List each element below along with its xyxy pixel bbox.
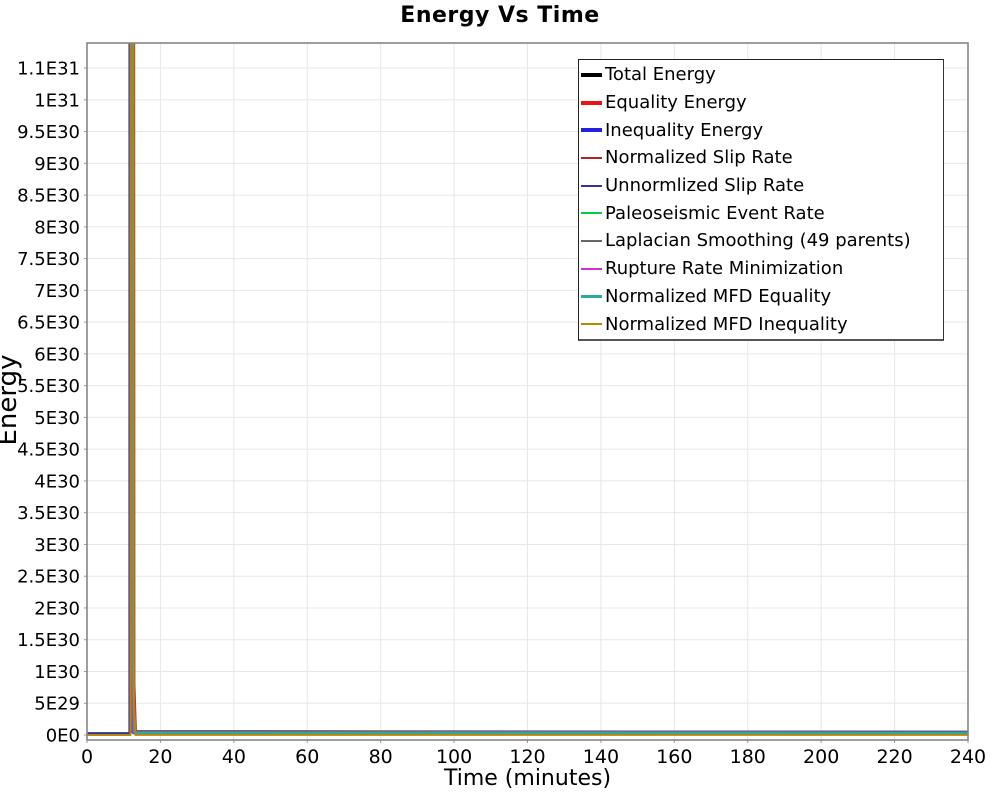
y-tick-label: 4.5E30 (17, 440, 80, 461)
legend-line-swatch-icon (581, 100, 602, 105)
legend-line-swatch-icon (581, 239, 602, 242)
legend-item-label: Normalized Slip Rate (605, 147, 793, 169)
legend-line-swatch-icon (581, 184, 602, 187)
legend-item-label: Normalized MFD Equality (605, 285, 832, 307)
legend: Total Energy Equality Energy Inequality En… (578, 59, 944, 341)
legend-line-swatch-icon (581, 72, 602, 77)
legend-line-swatch-icon (581, 323, 602, 326)
legend-item: Total Energy (581, 61, 943, 89)
x-axis-label: Time (minutes) (443, 766, 612, 791)
legend-item: Inequality Energy (581, 116, 943, 144)
y-tick-label: 4E30 (34, 471, 80, 492)
legend-item-label: Normalized MFD Inequality (605, 313, 848, 335)
x-tick-label: 100 (436, 746, 472, 768)
series-line (87, 43, 968, 736)
y-tick-label: 5E30 (34, 408, 80, 429)
y-tick-label: 2.5E30 (17, 567, 80, 588)
x-tick-label: 20 (148, 746, 172, 768)
legend-item: Normalized MFD Equality (581, 283, 943, 311)
axis-ticks (84, 67, 969, 743)
legend-line-swatch-icon (581, 212, 602, 215)
x-tick-label: 240 (950, 746, 986, 768)
y-tick-label: 1E31 (34, 90, 80, 111)
y-tick-label: 3E30 (34, 535, 80, 556)
chart-title: Energy Vs Time (400, 3, 600, 28)
legend-item-label: Laplacian Smoothing (49 parents) (605, 230, 911, 252)
legend-item-label: Paleoseismic Event Rate (605, 202, 825, 224)
legend-item-label: Equality Energy (605, 92, 747, 114)
x-tick-label: 220 (876, 746, 912, 768)
y-tick-label: 7E30 (34, 281, 80, 302)
legend-line-swatch-icon (581, 294, 602, 298)
legend-item-label: Inequality Energy (605, 119, 764, 141)
y-tick-label: 5E29 (34, 694, 80, 715)
legend-item-label: Total Energy (605, 64, 716, 86)
x-tick-label: 120 (509, 746, 545, 768)
y-tick-label: 6.5E30 (17, 313, 80, 334)
legend-item: Normalized MFD Inequality (581, 310, 943, 338)
x-tick-label: 80 (369, 746, 393, 768)
legend-item-label: Unnormlized Slip Rate (605, 175, 805, 197)
x-tick-label: 180 (730, 746, 766, 768)
legend-item: Normalized Slip Rate (581, 144, 943, 172)
y-axis-label: Energy (0, 354, 23, 446)
y-tick-label: 8E30 (34, 217, 80, 238)
legend-item: Rupture Rate Minimization (581, 255, 943, 283)
y-tick-label: 1.5E30 (17, 630, 80, 651)
legend-item: Paleoseismic Event Rate (581, 199, 943, 227)
plot-border (86, 42, 969, 741)
series-lines (87, 43, 968, 736)
x-tick-label: 0 (81, 746, 93, 768)
x-tick-label: 160 (656, 746, 692, 768)
legend-line-swatch-icon (581, 128, 602, 133)
legend-item-label: Rupture Rate Minimization (605, 258, 844, 280)
y-tick-label: 1E30 (34, 662, 80, 683)
x-tick-label: 40 (222, 746, 246, 768)
x-tick-labels: 0 20 40 60 80 100 120 140 160 180 200 220 240 (81, 746, 986, 768)
y-tick-label: 9.5E30 (17, 122, 80, 143)
y-tick-label: 9E30 (34, 154, 80, 175)
y-tick-label: 1.1E31 (17, 59, 80, 80)
y-tick-label: 6E30 (34, 344, 80, 365)
legend-item: Unnormlized Slip Rate (581, 172, 943, 200)
legend-item: Laplacian Smoothing (49 parents) (581, 227, 943, 255)
legend-item: Equality Energy (581, 89, 943, 117)
x-tick-label: 60 (295, 746, 319, 768)
x-tick-label: 200 (803, 746, 839, 768)
y-tick-label: 0E0 (46, 726, 80, 747)
y-tick-label: 2E30 (34, 598, 80, 619)
y-tick-labels: 0E0 5E29 1E30 1.5E30 2E30 2.5E30 3E30 3.5E30 4E3… (17, 59, 80, 747)
y-tick-label: 5.5E30 (17, 376, 80, 397)
y-tick-label: 3.5E30 (17, 503, 80, 524)
x-tick-label: 140 (583, 746, 619, 768)
legend-line-swatch-icon (581, 156, 602, 159)
legend-line-swatch-icon (581, 267, 602, 270)
y-tick-label: 8.5E30 (17, 186, 80, 207)
y-tick-label: 7.5E30 (17, 249, 80, 270)
